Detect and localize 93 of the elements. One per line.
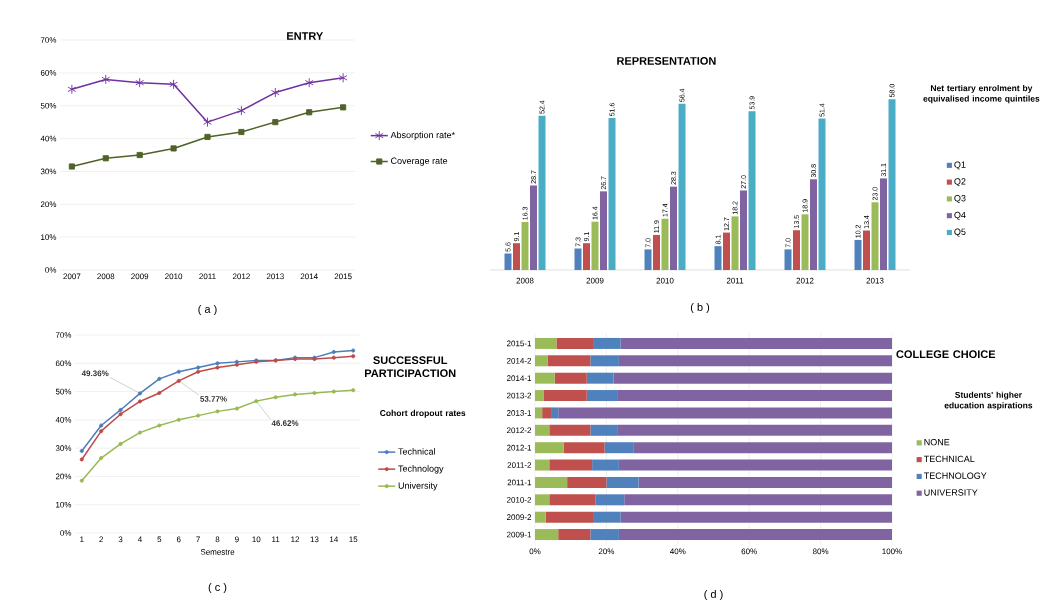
y-tick-label: 30% [55, 445, 72, 451]
y-tick-label: 0% [60, 530, 72, 536]
legend-label: Technology [398, 465, 444, 474]
y-tick-label: 20% [55, 473, 72, 480]
y-tick-label: 40% [55, 417, 72, 423]
x-tick-label: 12 [291, 536, 300, 543]
x-tick-label: 1 [80, 536, 84, 543]
x-tick-label: 40% [669, 548, 686, 555]
x-tick-label: 11 [272, 536, 280, 543]
x-tick-label: 2011 [199, 273, 216, 280]
y-tick-label: 70% [40, 37, 57, 43]
x-tick-label: 2008 [97, 273, 115, 280]
y-tick-label: 10% [56, 501, 72, 508]
annotation: 53.77% [200, 396, 227, 402]
x-tick-label: 2009 [131, 273, 149, 280]
x-tick-label: 60% [741, 548, 757, 555]
chart-title: ENTRY [287, 32, 324, 40]
x-tick-label: 15 [349, 536, 358, 543]
y-tick-label: 2015-1 [506, 340, 532, 347]
y-tick-label: 40% [40, 135, 57, 142]
y-tick-label: 30% [40, 168, 57, 175]
y-tick-label: 2009-2 [506, 514, 532, 521]
text: ( a ) [198, 304, 217, 316]
x-tick-label: 13 [310, 536, 319, 543]
legend-title: Cohort dropout rates [380, 409, 466, 418]
legend-title: Students' higher education aspirations [944, 391, 1033, 411]
x-tick-label: 2013 [866, 277, 884, 284]
legend-label: Q5 [954, 228, 966, 237]
y-tick-label: 50% [40, 102, 57, 109]
y-tick-label: 2012-2 [506, 427, 532, 434]
legend-label: NONE [924, 438, 950, 446]
y-tick-label: 2014-2 [506, 357, 532, 364]
x-tick-label: 0% [529, 548, 541, 555]
legend-label: TECHNOLOGY [923, 472, 987, 479]
legend-label: University [398, 482, 438, 491]
annotation: 46.62% [271, 420, 299, 426]
legend-label: Technical [398, 448, 435, 455]
legend-label: Absorption rate* [390, 131, 455, 140]
legend-label: Q3 [954, 195, 966, 203]
x-tick-label: 14 [329, 536, 339, 543]
x-tick-label: 2011 [726, 277, 744, 284]
x-tick-label: 4 [137, 536, 142, 543]
x-tick-label: 2008 [516, 277, 534, 284]
x-tick-label: 5 [157, 536, 162, 543]
x-tick-label: 2010 [165, 273, 183, 280]
x-tick-label: 3 [118, 536, 123, 543]
x-tick-label: 2 [99, 536, 103, 543]
x-tick-label: 9 [235, 536, 239, 543]
x-tick-label: 2013 [266, 273, 284, 280]
y-tick-label: 2009-1 [506, 531, 532, 538]
x-tick-label: 20% [598, 548, 615, 555]
annotation: 49.36% [81, 370, 109, 377]
y-tick-label: 2011-2 [507, 462, 532, 468]
legend-label: Q1 [954, 161, 966, 170]
x-tick-label: 8 [215, 536, 220, 543]
x-axis-title: Semestre [200, 549, 235, 555]
x-tick-label: 10 [252, 536, 261, 543]
text: SUCCESSFUL PARTICIPACTION [365, 356, 456, 378]
legend-label: Q4 [954, 211, 966, 220]
y-tick-label: 2011-1 [507, 479, 532, 486]
x-tick-label: 7 [196, 536, 200, 543]
y-tick-label: 60% [55, 360, 72, 367]
y-tick-label: 10% [41, 234, 57, 240]
text: ( c ) [208, 582, 227, 594]
x-tick-label: 2010 [656, 277, 674, 284]
y-tick-label: 2014-1 [506, 375, 532, 382]
text: ( b ) [690, 302, 710, 314]
x-tick-label: 2012 [796, 277, 814, 284]
y-tick-label: 20% [40, 201, 57, 208]
x-tick-label: 6 [176, 536, 181, 543]
legend-label: UNIVERSITY [924, 489, 978, 496]
legend-label: Coverage rate [391, 157, 448, 166]
chart-title: REPRESENTATION [617, 57, 716, 65]
y-tick-label: 2012-1 [506, 444, 532, 451]
x-tick-label: 2014 [300, 273, 318, 280]
legend-title: Net tertiary enrolment by equivalised income quintiles [923, 84, 1040, 104]
text: ( d ) [704, 589, 723, 601]
x-tick-label: 2015 [334, 273, 352, 280]
x-tick-label: 2009 [586, 277, 604, 284]
legend-label: TECHNICAL [923, 455, 975, 463]
y-tick-label: 2013-2 [506, 392, 532, 399]
y-tick-label: 2013-1 [506, 410, 532, 416]
legend-label: Q2 [954, 178, 966, 187]
text: COLLEGE CHOICE [896, 350, 996, 359]
y-tick-label: 0% [45, 267, 57, 273]
x-tick-label: 2012 [232, 273, 250, 280]
y-tick-label: 50% [55, 388, 72, 395]
y-tick-label: 60% [40, 70, 57, 76]
y-tick-label: 70% [55, 332, 72, 338]
y-tick-label: 2010-2 [506, 496, 532, 503]
x-tick-label: 2007 [63, 273, 81, 280]
x-tick-label: 100% [882, 548, 902, 555]
x-tick-label: 80% [812, 548, 829, 555]
